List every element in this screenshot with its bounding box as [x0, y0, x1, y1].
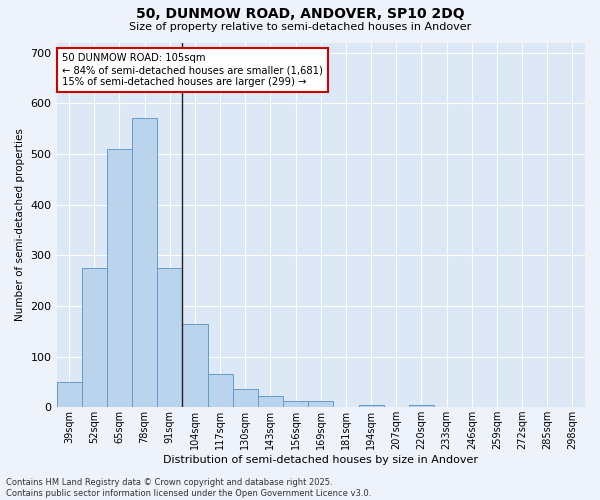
- Bar: [157, 268, 182, 407]
- Bar: [82, 268, 107, 407]
- Bar: [359, 404, 383, 407]
- Text: 50, DUNMOW ROAD, ANDOVER, SP10 2DQ: 50, DUNMOW ROAD, ANDOVER, SP10 2DQ: [136, 8, 464, 22]
- Bar: [233, 390, 258, 407]
- Y-axis label: Number of semi-detached properties: Number of semi-detached properties: [15, 128, 25, 322]
- Bar: [308, 401, 334, 407]
- Text: Size of property relative to semi-detached houses in Andover: Size of property relative to semi-detach…: [129, 22, 471, 32]
- Bar: [56, 382, 82, 407]
- Text: Contains HM Land Registry data © Crown copyright and database right 2025.
Contai: Contains HM Land Registry data © Crown c…: [6, 478, 371, 498]
- X-axis label: Distribution of semi-detached houses by size in Andover: Distribution of semi-detached houses by …: [163, 455, 478, 465]
- Bar: [258, 396, 283, 407]
- Bar: [107, 149, 132, 407]
- Bar: [409, 404, 434, 407]
- Bar: [182, 324, 208, 407]
- Bar: [208, 374, 233, 407]
- Bar: [283, 401, 308, 407]
- Bar: [132, 118, 157, 407]
- Text: 50 DUNMOW ROAD: 105sqm
← 84% of semi-detached houses are smaller (1,681)
15% of : 50 DUNMOW ROAD: 105sqm ← 84% of semi-det…: [62, 54, 323, 86]
